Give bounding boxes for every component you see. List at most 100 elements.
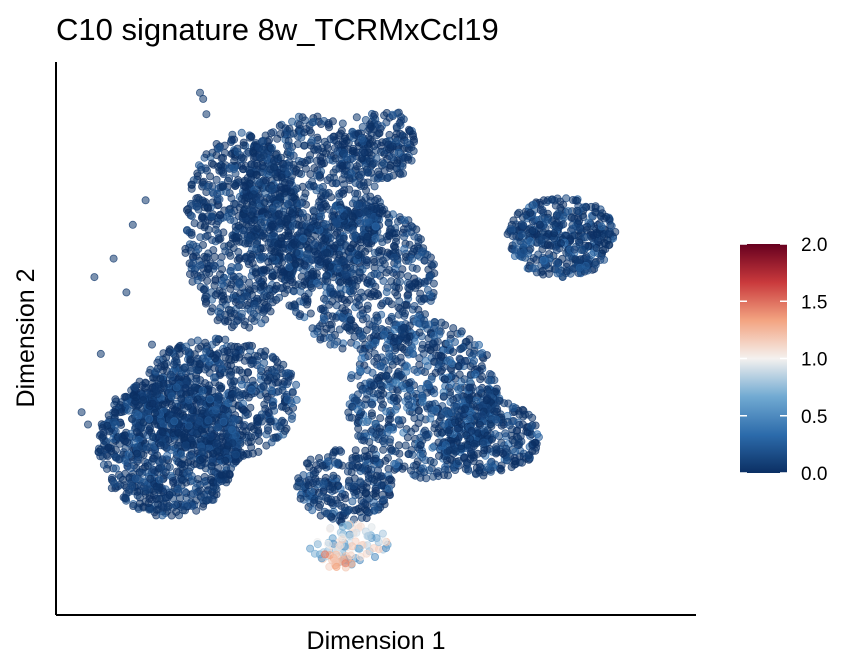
scatter-point	[103, 421, 112, 430]
scatter-point	[352, 396, 361, 405]
scatter-point	[177, 450, 186, 459]
scatter-point	[210, 252, 219, 261]
scatter-point	[183, 469, 192, 478]
scatter-point	[251, 268, 260, 277]
scatter-point	[287, 209, 296, 218]
scatter-point	[400, 244, 409, 253]
scatter-point	[413, 457, 422, 466]
scatter-point	[345, 253, 354, 262]
scatter-point	[352, 162, 361, 171]
scatter-point	[457, 327, 466, 336]
scatter-point	[199, 285, 208, 294]
scatter-point	[324, 229, 333, 238]
scatter-point	[502, 456, 511, 465]
scatter-point	[226, 239, 235, 248]
scatter-point	[330, 144, 339, 153]
scatter-point	[233, 388, 242, 397]
scatter-point	[280, 418, 289, 427]
scatter-point	[195, 359, 204, 368]
scatter-point	[221, 470, 230, 479]
scatter-point	[110, 408, 119, 417]
scatter-point	[246, 403, 255, 412]
scatter-point	[316, 335, 325, 344]
scatter-point	[382, 253, 391, 262]
scatter-point	[309, 118, 318, 127]
scatter-point	[437, 318, 446, 327]
scatter-point	[306, 309, 315, 318]
scatter-point	[166, 370, 175, 379]
scatter-point	[190, 270, 199, 279]
scatter-point	[230, 156, 239, 165]
scatter-point	[416, 235, 425, 244]
scatter-point	[198, 386, 207, 395]
scatter-point	[213, 478, 222, 487]
scatter-point	[449, 324, 458, 333]
scatter-point	[148, 399, 157, 408]
scatter-point	[451, 447, 460, 456]
scatter-point	[282, 281, 291, 290]
scatter-point	[306, 170, 315, 179]
scatter-point	[388, 110, 397, 119]
scatter-point	[528, 447, 537, 456]
scatter-point	[278, 386, 287, 395]
scatter-points	[77, 88, 620, 572]
scatter-point	[361, 247, 370, 256]
scatter-point	[420, 426, 429, 435]
scatter-point	[351, 446, 360, 455]
scatter-point	[414, 305, 423, 314]
scatter-point	[131, 474, 140, 483]
scatter-point	[273, 378, 282, 387]
scatter-point	[360, 148, 369, 157]
scatter-point	[451, 418, 460, 427]
scatter-point	[265, 291, 274, 300]
scatter-point	[188, 201, 197, 210]
scatter-point	[226, 266, 235, 275]
scatter-point	[215, 381, 224, 390]
scatter-point	[335, 250, 344, 259]
scatter-point	[483, 431, 492, 440]
scatter-point	[157, 463, 166, 472]
scatter-point	[269, 353, 278, 362]
scatter-point	[331, 165, 340, 174]
scatter-point	[325, 300, 334, 309]
scatter-point	[96, 445, 105, 454]
scatter-point	[316, 305, 325, 314]
scatter-point	[286, 147, 295, 156]
scatter-point	[433, 468, 442, 477]
scatter-point	[257, 252, 266, 261]
scatter-point	[286, 130, 295, 139]
scatter-point	[142, 443, 151, 452]
scatter-point	[375, 246, 384, 255]
scatter-point	[234, 247, 243, 256]
scatter-point	[357, 354, 366, 363]
scatter-point	[247, 433, 256, 442]
scatter-point	[403, 138, 412, 147]
scatter-point	[312, 142, 321, 151]
scatter-point	[202, 347, 211, 356]
scatter-point	[201, 379, 210, 388]
scatter-point	[460, 453, 469, 462]
scatter-point	[391, 243, 400, 252]
scatter-point	[110, 479, 119, 488]
scatter-point	[239, 141, 248, 150]
scatter-point	[170, 417, 179, 426]
scatter-point	[338, 119, 347, 128]
scatter-point	[288, 388, 297, 397]
scatter-point	[491, 449, 500, 458]
scatter-point	[276, 183, 285, 192]
scatter-point	[356, 235, 365, 244]
scatter-point	[300, 141, 309, 150]
scatter-point	[300, 128, 309, 137]
scatter-point	[182, 226, 191, 235]
scatter-point	[127, 464, 136, 473]
scatter-point	[474, 429, 483, 438]
scatter-point	[243, 368, 252, 377]
scatter-point	[189, 440, 198, 449]
scatter-point	[272, 200, 281, 209]
scatter-point	[283, 254, 292, 263]
scatter-point	[220, 148, 229, 157]
scatter-point	[252, 171, 261, 180]
scatter-point	[233, 342, 242, 351]
scatter-point	[200, 223, 209, 232]
scatter-point	[164, 347, 173, 356]
